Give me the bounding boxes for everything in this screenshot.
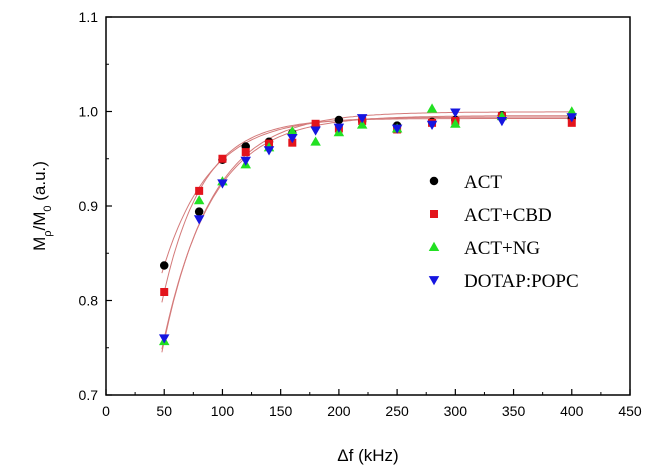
data-point <box>158 334 170 344</box>
legend-marker <box>429 176 439 186</box>
data-point <box>310 136 321 146</box>
data-point <box>287 126 298 136</box>
legend: ACT ACT+CBD ACT+NG DOTAP:POPC <box>428 172 579 292</box>
data-point <box>193 215 205 225</box>
data-point <box>450 108 461 118</box>
x-tick-label: 450 <box>618 403 642 419</box>
x-tick-label: 50 <box>156 403 172 419</box>
data-point <box>195 186 204 195</box>
data-point <box>426 103 438 113</box>
data-point <box>241 148 250 157</box>
legend-item: DOTAP:POPC <box>428 271 579 292</box>
data-point <box>217 179 228 189</box>
legend-marker <box>428 276 440 286</box>
x-axis-ticks: 0 50 100 150 200 250 300 350 400 450 <box>102 389 642 419</box>
data-point <box>496 117 508 127</box>
x-tick-label: 250 <box>385 403 409 419</box>
legend-label: ACT+NG <box>464 238 540 259</box>
data-point <box>334 115 344 125</box>
x-tick-label: 100 <box>211 403 235 419</box>
data-point <box>333 123 345 133</box>
legend-marker <box>428 241 440 251</box>
y-axis-ticks: 0.7 0.8 0.9 1.0 1.1 <box>79 9 112 403</box>
data-point <box>159 261 169 270</box>
x-tick-label: 400 <box>560 403 584 419</box>
data-point <box>426 120 438 130</box>
y-tick-label: 0.7 <box>79 387 99 403</box>
legend-marker <box>430 210 438 218</box>
data-point <box>160 287 169 296</box>
data-point <box>356 114 368 124</box>
data-point <box>311 119 320 128</box>
x-tick-label: 200 <box>327 403 351 419</box>
y-tick-label: 0.9 <box>79 198 99 214</box>
y-tick-label: 1.0 <box>79 104 99 120</box>
x-axis-title: Δf (kHz) <box>337 446 398 465</box>
x-tick-label: 350 <box>502 403 526 419</box>
data-point <box>193 195 205 205</box>
legend-label: ACT+CBD <box>464 205 552 226</box>
fit-curve <box>161 111 575 353</box>
data-point <box>391 124 403 134</box>
x-tick-label: 0 <box>102 403 110 419</box>
y-tick-label: 1.1 <box>79 9 99 25</box>
data-points <box>158 103 578 346</box>
legend-item: ACT+CBD <box>430 205 552 226</box>
x-tick-label: 300 <box>444 403 468 419</box>
data-point <box>240 156 251 166</box>
data-point <box>310 126 321 136</box>
data-point <box>566 113 578 123</box>
data-point <box>566 106 578 116</box>
x-tick-label: 150 <box>269 403 293 419</box>
legend-label: ACT <box>464 172 502 193</box>
data-point <box>218 154 227 163</box>
series-dotap-popc <box>158 108 578 344</box>
y-tick-label: 0.8 <box>79 293 99 309</box>
data-point <box>194 207 204 216</box>
data-point <box>567 118 576 127</box>
legend-item: ACT+NG <box>428 238 540 259</box>
data-point <box>450 118 461 128</box>
y-axis-title: Mρ/M0 (a.u.) <box>30 161 54 251</box>
data-point <box>263 146 275 156</box>
data-point <box>287 134 298 144</box>
data-point <box>356 119 368 129</box>
legend-item: ACT <box>429 172 502 193</box>
legend-label: DOTAP:POPC <box>464 271 579 292</box>
